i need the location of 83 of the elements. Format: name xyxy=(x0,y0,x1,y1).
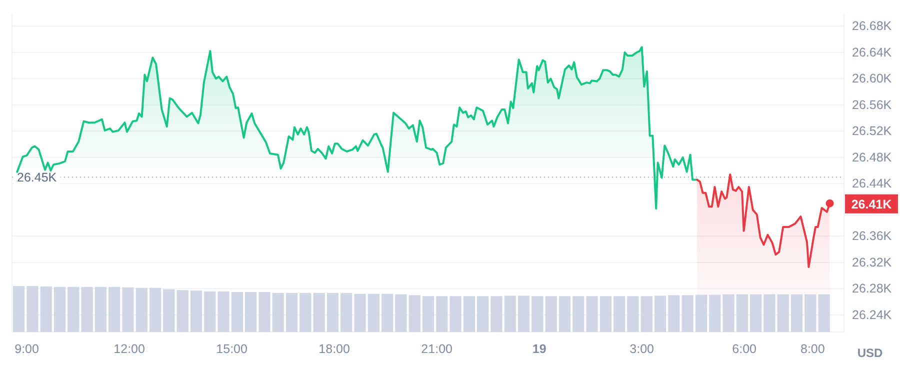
bar xyxy=(163,289,175,332)
bar xyxy=(654,296,666,332)
y-tick-label: 26.48K xyxy=(852,150,892,164)
bar xyxy=(736,294,748,332)
bar xyxy=(149,288,162,332)
bar xyxy=(777,294,789,332)
bar xyxy=(258,292,270,332)
bar xyxy=(682,295,694,332)
bar xyxy=(668,295,680,332)
bar xyxy=(300,292,312,332)
bar xyxy=(586,296,598,332)
x-tick-label: 8:00 xyxy=(800,342,825,356)
bar xyxy=(504,296,516,332)
bar xyxy=(54,286,66,332)
y-tick-label: 26.24K xyxy=(852,308,892,322)
bar xyxy=(94,286,106,332)
x-tick-label: 3:00 xyxy=(630,342,654,356)
bar xyxy=(804,294,816,332)
bar xyxy=(218,292,230,332)
y-tick-label: 26.56K xyxy=(852,98,892,112)
annotation: 26.41K xyxy=(851,197,892,212)
bar xyxy=(614,296,626,332)
bar xyxy=(518,296,530,332)
bar xyxy=(558,296,571,332)
x-tick-label: 6:00 xyxy=(732,342,757,356)
bar xyxy=(272,292,284,332)
bar xyxy=(750,294,762,332)
bar xyxy=(450,296,462,332)
bar xyxy=(532,296,544,332)
bar xyxy=(340,292,352,332)
bar xyxy=(326,292,339,332)
bar xyxy=(477,296,489,332)
bar xyxy=(354,294,366,332)
bar xyxy=(436,296,448,332)
bar xyxy=(204,292,216,332)
bar xyxy=(395,294,407,332)
y-tick-label: 26.32K xyxy=(852,255,892,270)
y-tick-label: 26.64K xyxy=(852,45,892,60)
bar xyxy=(245,292,257,332)
bar xyxy=(463,296,475,332)
bar xyxy=(108,286,120,332)
x-tick-label: 15:00 xyxy=(216,342,248,356)
bar xyxy=(790,294,803,332)
y-tick-label: 26.60K xyxy=(852,72,892,86)
bar xyxy=(408,295,420,332)
bar xyxy=(81,286,93,332)
bar xyxy=(136,288,148,332)
x-tick-label: 19 xyxy=(532,342,546,356)
bar xyxy=(818,294,830,332)
x-tick-label: 21:00 xyxy=(421,342,453,356)
bar xyxy=(709,294,721,332)
bar xyxy=(368,294,380,332)
bar xyxy=(545,296,557,332)
y-tick-label: 26.68K xyxy=(852,19,892,34)
bar xyxy=(231,292,243,332)
bar xyxy=(572,296,584,332)
bar xyxy=(13,286,25,332)
x-tick-label: 18:00 xyxy=(318,342,350,356)
bar xyxy=(695,294,708,332)
bar xyxy=(313,292,325,332)
y-tick-label: 26.44K xyxy=(852,176,892,191)
bar xyxy=(122,287,134,332)
y-tick-label: 26.28K xyxy=(852,282,892,296)
ref-line-label: 26.45K xyxy=(17,170,58,185)
bar xyxy=(722,294,734,332)
bar xyxy=(68,286,80,332)
bar xyxy=(764,294,776,332)
x-tick-label: 9:00 xyxy=(14,342,40,356)
bar xyxy=(600,296,612,332)
bar xyxy=(382,294,394,332)
bar xyxy=(26,286,38,332)
bar xyxy=(176,290,188,332)
y-tick-label: 26.52K xyxy=(852,124,892,138)
y-axis-title: USD xyxy=(857,346,883,360)
bar xyxy=(190,290,202,332)
bar xyxy=(627,296,639,332)
bar xyxy=(640,296,652,332)
y-tick-label: 26.36K xyxy=(852,229,892,244)
bar xyxy=(490,296,502,332)
bar xyxy=(286,292,298,332)
bar xyxy=(40,286,52,332)
x-tick-label: 12:00 xyxy=(114,342,145,356)
bar xyxy=(422,296,434,332)
